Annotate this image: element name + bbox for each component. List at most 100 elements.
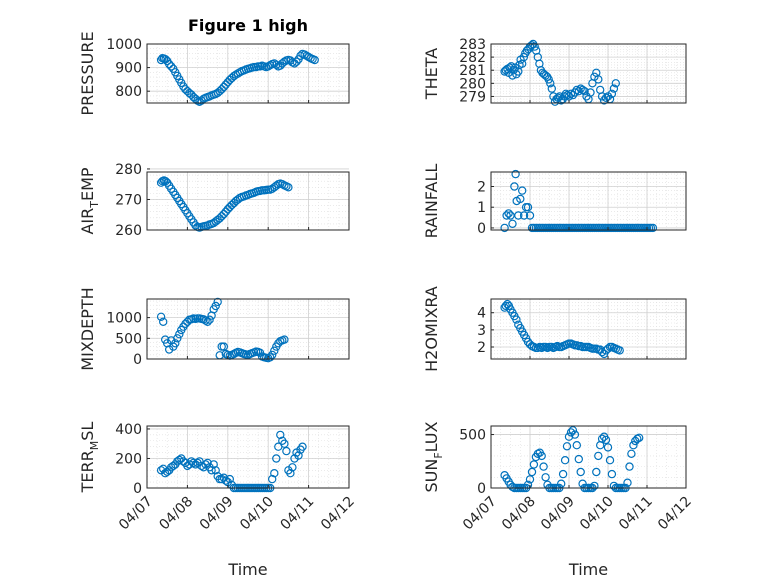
- sunflux-data-point: [574, 454, 584, 464]
- theta-data-point: [508, 71, 517, 80]
- sunflux-y-axis-label-rest: LUX: [422, 421, 441, 452]
- theta-data-point: [519, 52, 529, 62]
- terrmsl-data-point: [189, 458, 198, 468]
- rainfall-data-point: [502, 211, 511, 220]
- terrmsl-y-tick-label: 200: [115, 451, 142, 467]
- mixdepth-data-point: [270, 346, 279, 355]
- sunflux-data-point: [537, 451, 546, 461]
- sunflux-data-point: [560, 456, 570, 465]
- sunflux-data-point: [525, 475, 535, 484]
- rainfall-data-point: [506, 211, 515, 220]
- rainfall-data-point: [518, 186, 527, 195]
- terrmsl-y-axis-label-main: TERR: [78, 450, 97, 493]
- rainfall-y-tick-label: 2: [477, 180, 486, 196]
- mixdepth-data-point: [201, 316, 210, 325]
- mixdepth-y-axis-label-main: MIXDEPTH: [78, 287, 97, 370]
- theta-y-tick-label: 279: [459, 89, 486, 105]
- theta-data-point: [568, 90, 578, 100]
- h2omixra-y-axis-label-main: H2OMIXRA: [422, 286, 441, 372]
- sunflux-data-point: [605, 456, 615, 465]
- pressure-y-axis-label: PRESSURE: [78, 31, 97, 115]
- terrmsl-data-point: [272, 454, 281, 463]
- theta-data-point: [609, 84, 619, 93]
- mixdepth-data-point: [158, 317, 168, 326]
- terrmsl-data-point: [282, 446, 291, 456]
- sunflux-data-point: [568, 426, 578, 435]
- terrmsl-data-point: [298, 442, 307, 451]
- airtemp-y-axis-label-rest: EMP: [78, 167, 97, 201]
- pressure-data-point: [310, 55, 319, 65]
- pressure-data-point: [166, 62, 176, 71]
- sunflux-data-point: [629, 441, 638, 450]
- sunflux-x-tick-label: 04/08: [499, 494, 539, 534]
- pressure-data-point: [280, 57, 289, 66]
- terrmsl-x-tick-label: 04/07: [116, 494, 156, 534]
- rainfall-data-point: [504, 209, 513, 218]
- theta-data-point: [547, 84, 557, 93]
- theta-data-point: [566, 89, 576, 99]
- terrmsl-y-tick-label: 0: [133, 481, 142, 497]
- mixdepth-data-point: [280, 335, 289, 344]
- panel-terrmsl: 0 200 400 04/07 04/08 04/09 04/10 04/11 04/12 TER…: [78, 422, 358, 579]
- theta-y-tick-label: 280: [459, 76, 486, 92]
- terrmsl-y-axis-label-rest: SL: [78, 422, 97, 441]
- theta-data-point: [530, 42, 539, 51]
- pressure-plot-area: [147, 44, 349, 103]
- theta-data-point: [580, 86, 589, 96]
- rainfall-data-point: [511, 169, 520, 179]
- terrmsl-data-point: [270, 469, 279, 478]
- theta-data-point: [611, 79, 621, 88]
- mixdepth-data-point: [156, 312, 166, 321]
- mixdepth-y-tick-label: 500: [115, 331, 142, 347]
- airtemp-data-point: [217, 212, 226, 221]
- terrmsl-data-point: [225, 474, 234, 484]
- mixdepth-data-point: [213, 297, 222, 307]
- rainfall-data-point: [648, 223, 658, 233]
- theta-data-point: [578, 85, 587, 95]
- theta-data-point: [572, 85, 582, 95]
- pressure-y-tick-label: 1000: [106, 37, 142, 53]
- theta-data-point: [574, 86, 584, 96]
- sunflux-y-axis-label-subscript: F: [432, 452, 445, 458]
- theta-data-point: [570, 88, 580, 97]
- rainfall-data-point: [525, 211, 535, 220]
- mixdepth-data-point: [219, 342, 228, 351]
- mixdepth-data-point: [173, 334, 182, 343]
- theta-data-point: [597, 92, 607, 101]
- pressure-data-point: [296, 51, 305, 61]
- theta-y-tick-label: 281: [459, 63, 486, 79]
- theta-data-point: [601, 93, 611, 103]
- rainfall-y-tick-label: 0: [477, 221, 486, 237]
- airtemp-data-point: [191, 221, 200, 230]
- panel-h2omixra: 234 H2OMIXRA: [422, 286, 687, 372]
- pressure-data-point: [164, 59, 174, 69]
- panel-mixdepth: 0 500 1000 MIXDEPTH: [78, 287, 350, 371]
- terrmsl-y-axis-label-subscript: M: [88, 441, 101, 451]
- pressure-y-tick-label: 800: [115, 84, 142, 100]
- sunflux-y-tick-label: 500: [459, 428, 486, 444]
- sunflux-data-point: [529, 460, 539, 469]
- h2omixra-y-tick-label: 4: [477, 306, 486, 322]
- terrmsl-data-point: [268, 474, 277, 484]
- panel-airtemp: 260 270 280 AIRTEMP: [78, 162, 350, 239]
- sunflux-data-point: [576, 467, 585, 477]
- terrmsl-x-axis-label: Time: [227, 560, 267, 579]
- rainfall-data-point: [510, 182, 519, 191]
- sunflux-y-axis-label-main: SUN: [422, 459, 441, 493]
- mixdepth-data-point: [203, 317, 212, 326]
- airtemp-data-point: [219, 209, 228, 219]
- terrmsl-x-tick-label: 04/12: [318, 494, 358, 534]
- rainfall-data-point: [500, 223, 509, 233]
- sunflux-x-tick-label: 04/12: [655, 494, 695, 534]
- mixdepth-data-point: [205, 315, 214, 324]
- sunflux-data-point: [558, 469, 568, 479]
- pressure-data-point: [217, 85, 226, 94]
- h2omixra-y-axis-label: H2OMIXRA: [422, 286, 441, 372]
- airtemp-y-axis-label: AIRTEMP: [78, 167, 101, 234]
- terrmsl-x-tick-label: 04/10: [237, 494, 277, 534]
- theta-data-point: [546, 79, 555, 88]
- panel-pressure: 800 900 1000 PRESSURE Figure 1 high: [78, 16, 350, 116]
- h2omixra-axes-box: [490, 298, 687, 360]
- rainfall-y-axis-label-main: RAINFALL: [422, 164, 441, 239]
